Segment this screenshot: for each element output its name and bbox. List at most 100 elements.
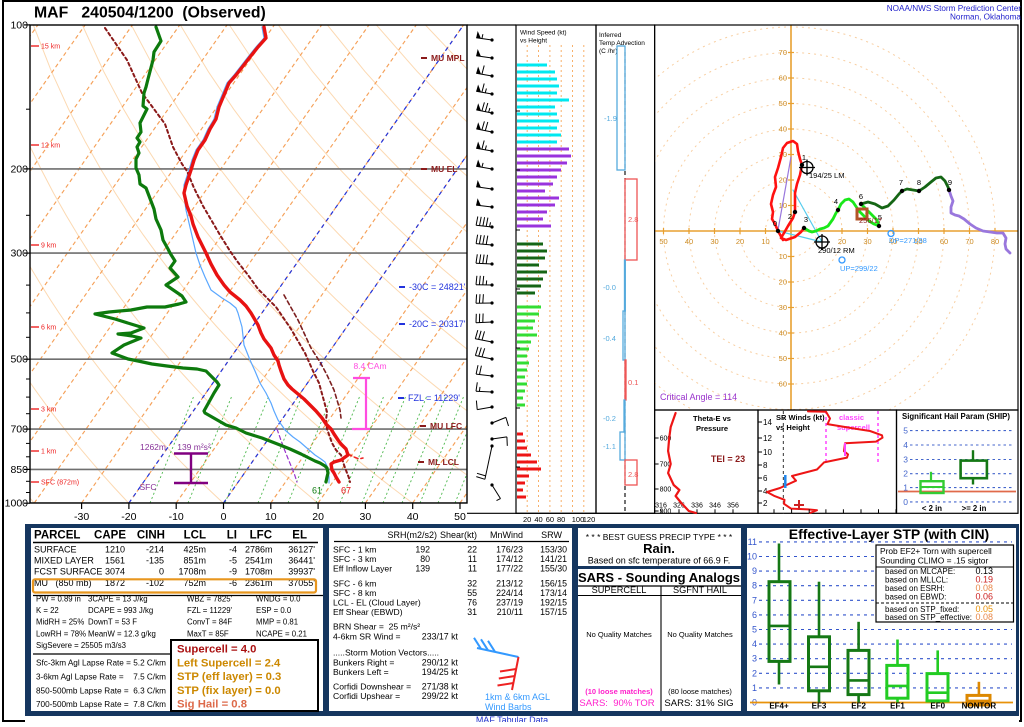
svg-text:EF1: EF1 <box>890 702 905 711</box>
svg-text:157/15: 157/15 <box>540 607 567 617</box>
svg-text:30: 30 <box>710 237 718 246</box>
svg-text:Theta-E vs: Theta-E vs <box>693 414 731 423</box>
svg-text:Wind Barbs: Wind Barbs <box>485 702 532 712</box>
svg-text:0: 0 <box>221 511 227 523</box>
svg-text:Norman, Oklahoma: Norman, Oklahoma <box>950 13 1021 22</box>
svg-text:40: 40 <box>685 237 693 246</box>
svg-text:290/12 RM: 290/12 RM <box>818 246 855 255</box>
svg-text:2: 2 <box>788 212 792 221</box>
svg-text:3: 3 <box>804 215 808 224</box>
svg-text:177/22: 177/22 <box>496 564 523 574</box>
svg-text:60: 60 <box>779 74 787 83</box>
svg-text:9: 9 <box>752 566 757 576</box>
svg-text:-1.9: -1.9 <box>604 114 617 123</box>
svg-text:0.08: 0.08 <box>975 612 993 622</box>
svg-text:1: 1 <box>752 683 757 693</box>
svg-text:3 km: 3 km <box>41 407 56 414</box>
svg-text:1: 1 <box>802 153 806 162</box>
svg-text:STP (fix layer) = 0.0: STP (fix layer) = 0.0 <box>177 685 281 697</box>
svg-text:851m: 851m <box>183 556 206 566</box>
svg-text:192: 192 <box>415 545 430 555</box>
svg-text:60: 60 <box>940 237 948 246</box>
svg-text:36441': 36441' <box>288 556 315 566</box>
svg-text:233/17 kt: 233/17 kt <box>422 632 459 642</box>
svg-text:40: 40 <box>534 515 542 524</box>
svg-text:LI: LI <box>227 530 237 542</box>
svg-text:SUPERCELL: SUPERCELL <box>592 585 647 595</box>
svg-text:11: 11 <box>468 564 477 574</box>
svg-text:290/12 kt: 290/12 kt <box>422 658 459 668</box>
svg-text:12 km: 12 km <box>41 143 60 150</box>
svg-text:Sfc-3km Agl Lapse Rate =: Sfc-3km Agl Lapse Rate = <box>36 659 131 668</box>
svg-text:36127': 36127' <box>288 544 315 554</box>
svg-text:SRH(m2/s2): SRH(m2/s2) <box>387 530 437 540</box>
svg-text:194/25 LM: 194/25 LM <box>809 171 844 180</box>
svg-text:10: 10 <box>747 552 757 562</box>
svg-text:MnWind: MnWind <box>490 530 523 540</box>
svg-text:MU MPL: MU MPL <box>431 53 465 63</box>
svg-text:BRN Shear = 25 m²/s²: BRN Shear = 25 m²/s² <box>333 622 420 632</box>
svg-text:LCL - EL (Cloud Layer): LCL - EL (Cloud Layer) <box>333 598 421 608</box>
svg-text:< 2 in: < 2 in <box>922 504 942 513</box>
svg-text:700-500mb Lapse Rate =: 700-500mb Lapse Rate = <box>36 700 129 709</box>
svg-text:70: 70 <box>779 48 787 57</box>
svg-text:-214: -214 <box>146 544 164 554</box>
svg-text:3074: 3074 <box>105 567 125 577</box>
svg-text:SFC - 1 km: SFC - 1 km <box>333 545 376 555</box>
svg-text:UP=299/22: UP=299/22 <box>840 264 878 273</box>
svg-text:Effective-Layer STP (with CIN): Effective-Layer STP (with CIN) <box>789 526 989 542</box>
svg-text:SFC - 6 km: SFC - 6 km <box>333 579 376 589</box>
svg-text:70: 70 <box>965 237 973 246</box>
svg-text:120: 120 <box>583 515 596 524</box>
svg-text:STP (eff layer) = 0.3: STP (eff layer) = 0.3 <box>177 671 281 683</box>
svg-text:0: 0 <box>773 219 777 228</box>
svg-text:EF0: EF0 <box>930 702 945 711</box>
svg-text:Sounding CLIMO = .15 sigtor: Sounding CLIMO = .15 sigtor <box>880 556 988 566</box>
svg-text:30: 30 <box>863 237 871 246</box>
svg-text:256/17: 256/17 <box>859 216 882 225</box>
svg-text:Left Supercell = 2.4: Left Supercell = 2.4 <box>177 657 281 669</box>
svg-text:Eff Inflow Layer: Eff Inflow Layer <box>333 564 392 574</box>
svg-text:40: 40 <box>779 125 787 134</box>
svg-text:MIXED LAYER: MIXED LAYER <box>34 556 94 566</box>
svg-text:0: 0 <box>903 497 908 507</box>
svg-text:139: 139 <box>415 564 430 574</box>
svg-text:10: 10 <box>779 252 787 261</box>
svg-text:50: 50 <box>779 354 787 363</box>
svg-text:PW = 0.89 in: PW = 0.89 in <box>36 595 81 604</box>
svg-text:213/12: 213/12 <box>496 579 523 589</box>
svg-text:50: 50 <box>659 237 667 246</box>
svg-text:Based on sfc temperature of 66: Based on sfc temperature of 66.9 F. <box>588 556 731 566</box>
svg-text:2: 2 <box>763 499 768 508</box>
svg-text:346: 346 <box>709 503 721 510</box>
svg-text:2786m: 2786m <box>245 544 273 554</box>
svg-text:TEI = 23: TEI = 23 <box>711 454 745 464</box>
svg-text:67: 67 <box>341 486 351 496</box>
svg-text:FCST SURFACE: FCST SURFACE <box>34 567 102 577</box>
svg-text:Bunkers Right =: Bunkers Right = <box>333 658 394 668</box>
svg-text:NONTOR: NONTOR <box>962 702 997 711</box>
svg-text:155/30: 155/30 <box>540 564 567 574</box>
svg-text:20: 20 <box>523 515 531 524</box>
svg-text:-5: -5 <box>229 556 237 566</box>
svg-text:1210: 1210 <box>105 544 125 554</box>
svg-text:Critical Angle = 114: Critical Angle = 114 <box>660 392 737 402</box>
svg-text:FZL = 11229': FZL = 11229' <box>187 606 233 615</box>
svg-text:4-6km SR Wind =: 4-6km SR Wind = <box>333 632 401 642</box>
svg-text:MidRH = 25%: MidRH = 25% <box>36 618 84 627</box>
svg-text:10: 10 <box>763 448 772 457</box>
svg-text:2: 2 <box>903 469 908 479</box>
svg-text:SFC: SFC <box>140 482 157 492</box>
svg-text:DP=271/38: DP=271/38 <box>889 236 927 245</box>
svg-text:SGFNT HAIL: SGFNT HAIL <box>673 585 727 595</box>
svg-text:237/19: 237/19 <box>496 598 523 608</box>
svg-text:425m: 425m <box>183 544 206 554</box>
svg-text:SFC (872m): SFC (872m) <box>41 480 79 487</box>
svg-text:11: 11 <box>748 537 757 547</box>
svg-text:8: 8 <box>917 178 921 187</box>
svg-text:271/38 kt: 271/38 kt <box>422 682 459 692</box>
svg-text:3: 3 <box>752 654 757 664</box>
svg-text:Significant Hail Param (SHIP): Significant Hail Param (SHIP) <box>902 412 1010 421</box>
svg-text:7: 7 <box>752 595 757 605</box>
svg-text:800: 800 <box>660 487 672 494</box>
